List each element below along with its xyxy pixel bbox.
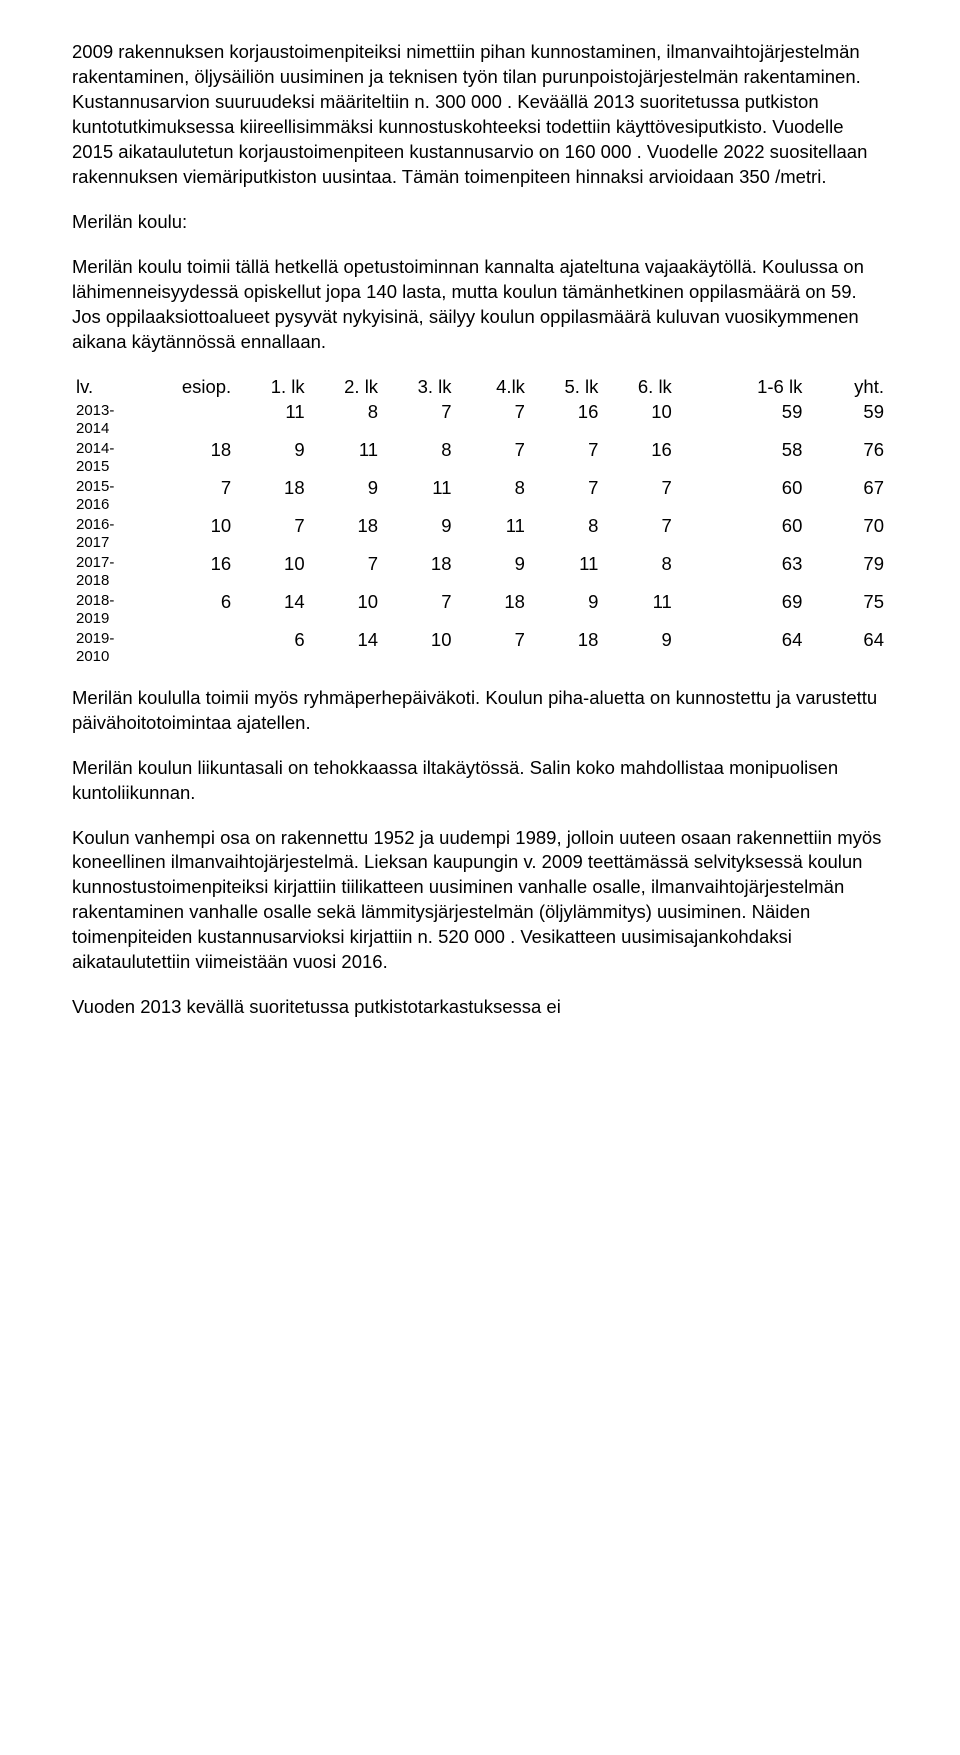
- cell-c2: 9: [309, 476, 382, 514]
- cell-c5: 9: [529, 590, 602, 628]
- cell-esiop: [145, 400, 235, 438]
- cell-esiop: 18: [145, 438, 235, 476]
- cell-sum: 63: [676, 552, 807, 590]
- body-paragraph: Merilän koulu toimii tällä hetkellä opet…: [72, 255, 888, 355]
- table-body: 2013-201411877161059592014-2015189118771…: [72, 400, 888, 666]
- cell-c6: 7: [602, 514, 675, 552]
- cell-sum: 59: [676, 400, 807, 438]
- cell-c2: 14: [309, 628, 382, 666]
- cell-c6: 16: [602, 438, 675, 476]
- col-5lk: 5. lk: [529, 375, 602, 400]
- cell-c6: 11: [602, 590, 675, 628]
- cell-esiop: 10: [145, 514, 235, 552]
- cell-sum: 69: [676, 590, 807, 628]
- cell-c6: 8: [602, 552, 675, 590]
- row-year-label: 2016-2017: [72, 514, 145, 552]
- cell-sum: 60: [676, 476, 807, 514]
- cell-esiop: [145, 628, 235, 666]
- col-1lk: 1. lk: [235, 375, 308, 400]
- table-header: lv. esiop. 1. lk 2. lk 3. lk 4.lk 5. lk …: [72, 375, 888, 400]
- row-year-label: 2013-2014: [72, 400, 145, 438]
- row-year-label: 2015-2016: [72, 476, 145, 514]
- row-year-label: 2018-2019: [72, 590, 145, 628]
- table-row: 2019-20106141071896464: [72, 628, 888, 666]
- body-paragraph: Vuoden 2013 kevällä suoritetussa putkist…: [72, 995, 888, 1020]
- cell-c6: 10: [602, 400, 675, 438]
- cell-c2: 10: [309, 590, 382, 628]
- cell-c1: 6: [235, 628, 308, 666]
- cell-c3: 11: [382, 476, 455, 514]
- cell-c5: 11: [529, 552, 602, 590]
- table-row: 2018-2019614107189116975: [72, 590, 888, 628]
- cell-c6: 9: [602, 628, 675, 666]
- cell-c2: 18: [309, 514, 382, 552]
- cell-c3: 7: [382, 590, 455, 628]
- body-paragraph: 2009 rakennuksen korjaustoimenpiteiksi n…: [72, 40, 888, 190]
- cell-c3: 8: [382, 438, 455, 476]
- cell-c2: 7: [309, 552, 382, 590]
- row-year-label: 2017-2018: [72, 552, 145, 590]
- cell-c1: 11: [235, 400, 308, 438]
- cell-esiop: 7: [145, 476, 235, 514]
- section-heading: Merilän koulu:: [72, 210, 888, 235]
- cell-yht: 64: [806, 628, 888, 666]
- row-year-label: 2014-2015: [72, 438, 145, 476]
- cell-c1: 7: [235, 514, 308, 552]
- cell-c5: 7: [529, 438, 602, 476]
- cell-c3: 7: [382, 400, 455, 438]
- row-year-label: 2019-2010: [72, 628, 145, 666]
- cell-c5: 7: [529, 476, 602, 514]
- cell-c4: 7: [456, 438, 529, 476]
- cell-c1: 9: [235, 438, 308, 476]
- cell-c1: 10: [235, 552, 308, 590]
- cell-c4: 7: [456, 400, 529, 438]
- cell-yht: 76: [806, 438, 888, 476]
- col-6lk: 6. lk: [602, 375, 675, 400]
- body-paragraph: Merilän koulun liikuntasali on tehokkaas…: [72, 756, 888, 806]
- cell-yht: 67: [806, 476, 888, 514]
- col-3lk: 3. lk: [382, 375, 455, 400]
- cell-yht: 70: [806, 514, 888, 552]
- cell-yht: 75: [806, 590, 888, 628]
- table-row: 2017-2018161071891186379: [72, 552, 888, 590]
- cell-c1: 14: [235, 590, 308, 628]
- body-paragraph: Koulun vanhempi osa on rakennettu 1952 j…: [72, 826, 888, 976]
- cell-c5: 16: [529, 400, 602, 438]
- cell-esiop: 16: [145, 552, 235, 590]
- table-row: 2016-201710718911876070: [72, 514, 888, 552]
- cell-esiop: 6: [145, 590, 235, 628]
- cell-c6: 7: [602, 476, 675, 514]
- cell-c5: 8: [529, 514, 602, 552]
- body-paragraph: Merilän koululla toimii myös ryhmäperhep…: [72, 686, 888, 736]
- table-row: 2015-20167189118776067: [72, 476, 888, 514]
- cell-c2: 8: [309, 400, 382, 438]
- cell-c2: 11: [309, 438, 382, 476]
- cell-c5: 18: [529, 628, 602, 666]
- cell-yht: 79: [806, 552, 888, 590]
- col-esiop: esiop.: [145, 375, 235, 400]
- cell-c4: 9: [456, 552, 529, 590]
- cell-c4: 8: [456, 476, 529, 514]
- cell-c3: 10: [382, 628, 455, 666]
- cell-c3: 9: [382, 514, 455, 552]
- cell-c1: 18: [235, 476, 308, 514]
- col-yht: yht.: [806, 375, 888, 400]
- col-sum: 1-6 lk: [676, 375, 807, 400]
- table-row: 2013-20141187716105959: [72, 400, 888, 438]
- col-2lk: 2. lk: [309, 375, 382, 400]
- cell-sum: 64: [676, 628, 807, 666]
- col-4lk: 4.lk: [456, 375, 529, 400]
- col-lv: lv.: [72, 375, 145, 400]
- cell-c4: 7: [456, 628, 529, 666]
- cell-sum: 58: [676, 438, 807, 476]
- cell-c4: 11: [456, 514, 529, 552]
- table-row: 2014-201518911877165876: [72, 438, 888, 476]
- cell-c4: 18: [456, 590, 529, 628]
- pupil-count-table: lv. esiop. 1. lk 2. lk 3. lk 4.lk 5. lk …: [72, 375, 888, 666]
- cell-yht: 59: [806, 400, 888, 438]
- cell-sum: 60: [676, 514, 807, 552]
- cell-c3: 18: [382, 552, 455, 590]
